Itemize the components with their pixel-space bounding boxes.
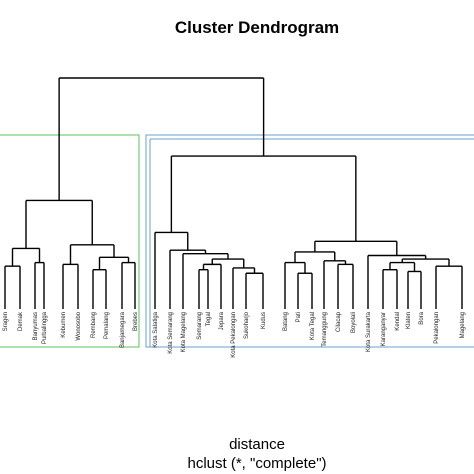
x-axis-label: distance: [229, 436, 285, 453]
leaf-label: Sukoharjo: [244, 311, 250, 339]
leaf-label: Temanggung: [322, 312, 328, 347]
leaf-label: Kota Surakarta: [366, 311, 372, 352]
leaf-label: Bora: [419, 311, 425, 324]
leaf-label: Boyolali: [351, 312, 357, 333]
leaf-label: Semarang: [197, 312, 203, 340]
leaf-label: Brebes: [133, 312, 139, 331]
leaf-label: Kudus: [261, 312, 267, 329]
leaf-label: Rembang: [91, 312, 97, 338]
leaf-label: Tegal: [206, 312, 212, 326]
leaf-label: Kota Pekalongan: [231, 312, 237, 358]
leaf-label: Kota Salatiga: [153, 311, 159, 347]
leaf-label: Kebumen: [61, 312, 67, 338]
leaf-label: Karanganyar: [381, 312, 387, 346]
leaf-label: Kota Magelang: [181, 312, 187, 352]
chart-title: Cluster Dendrogram: [175, 18, 339, 37]
leaf-label: Kendal: [395, 312, 401, 331]
leaf-label: Pekalongan: [434, 312, 440, 344]
leaf-label: Banyumas: [33, 312, 39, 340]
leaf-label: Banjarnegara: [120, 311, 126, 348]
leaf-label: Pati: [296, 312, 302, 322]
leaf-label: Kota Semarang: [168, 312, 174, 354]
leaf-label: Demak: [18, 311, 24, 331]
leaf-label: Cilacap: [336, 311, 342, 332]
cluster-rect: [0, 134, 140, 348]
leaf-label: Pemalang: [104, 312, 110, 339]
leaf-label: Kota Tegal: [310, 312, 316, 340]
leaf-label: Wonosobo: [76, 311, 82, 340]
leaf-label: Magelang: [460, 312, 466, 338]
cluster-rect: [145, 134, 474, 348]
leaf-label: Klaten: [406, 312, 412, 329]
leaf-label: Purbalingga: [42, 311, 48, 344]
leaf-label: Batang: [283, 312, 289, 331]
leaf-label: Jepara: [219, 311, 225, 330]
method-label: hclust (*, "complete"): [187, 455, 326, 472]
leaf-label: Sragen: [3, 312, 9, 331]
